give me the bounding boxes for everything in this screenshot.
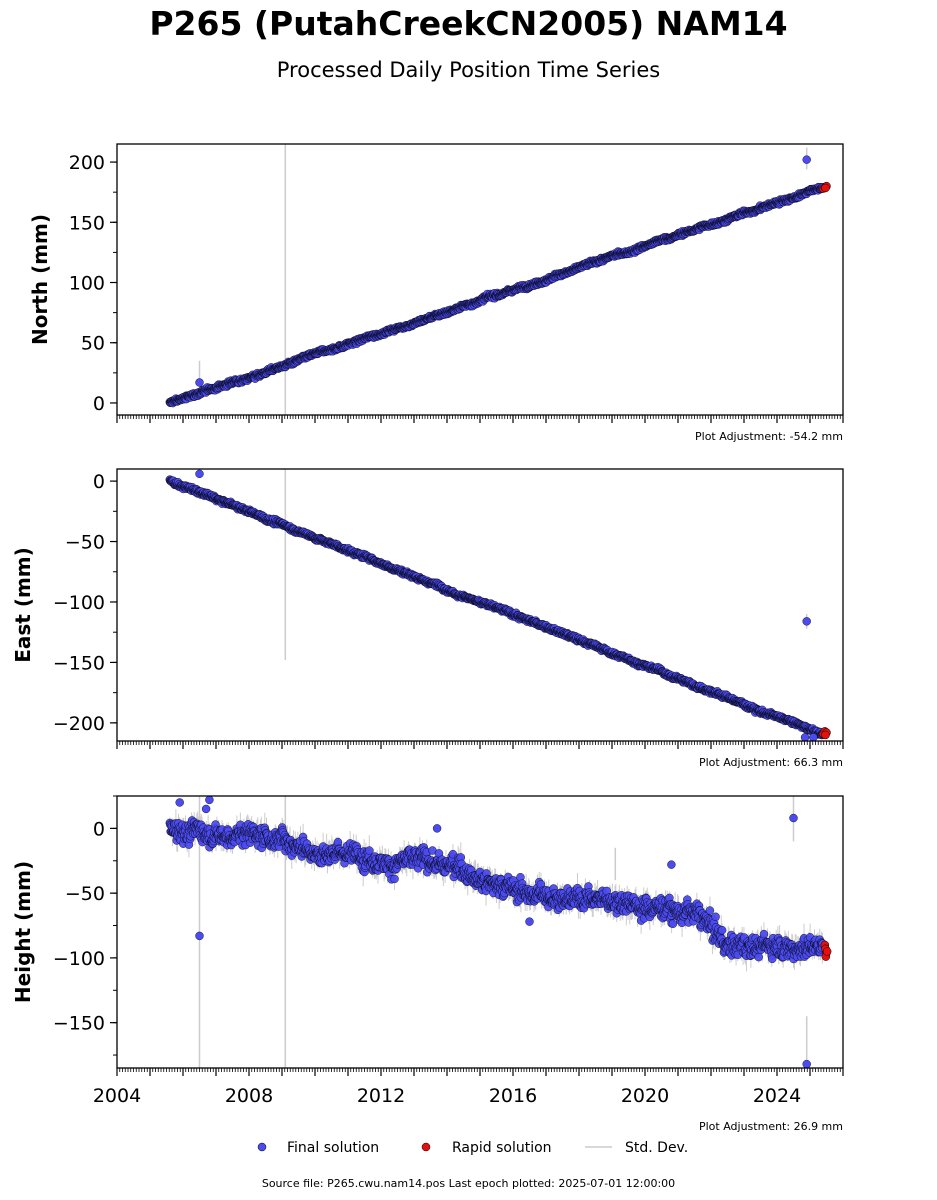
final-solution-point [802,155,811,164]
y-tick-label: −200 [53,713,105,735]
final-solution-point [802,617,811,626]
plot-area [165,144,831,415]
y-tick-label: −100 [53,592,105,614]
y-tick-label: 150 [69,212,105,234]
plot-area [165,796,832,1068]
final-solution-point [195,378,204,387]
final-solution-point [809,733,818,741]
y-tick-label: 200 [69,152,105,174]
y-tick-label: 50 [81,333,105,355]
y-tick-label: −150 [53,652,105,674]
panel-north: 0 50 100 150 200 North (mm) Plot Adjustment: -… [28,143,844,443]
panel-east: 0 −50 −100 −150 −200 East (mm) Plot Adjustment… [11,468,844,769]
final-solution-point [390,874,399,884]
y-axis-label: East (mm) [11,547,35,663]
y-tick-label: 0 [93,471,105,493]
rapid-solution-point [821,183,830,193]
final-solution-point [800,733,810,741]
y-tick-label: 0 [93,393,105,415]
panel-frame [116,143,844,416]
y-tick-label: 100 [69,273,105,295]
plot-area [165,469,831,741]
final-solution-point [195,469,204,479]
rapid-solution-point [821,730,830,740]
y-tick-label: −50 [65,532,105,554]
page-title: P265 (PutahCreekCN2005) NAM14 [149,4,788,43]
plot-adjustment-label: Plot Adjustment: -54.2 mm [695,430,843,443]
plot-adjustment-label: Plot Adjustment: 66.3 mm [699,756,843,769]
final-solution-point [365,846,374,855]
page-subtitle: Processed Daily Position Time Series [276,58,661,82]
y-axis-label: North (mm) [28,214,52,345]
